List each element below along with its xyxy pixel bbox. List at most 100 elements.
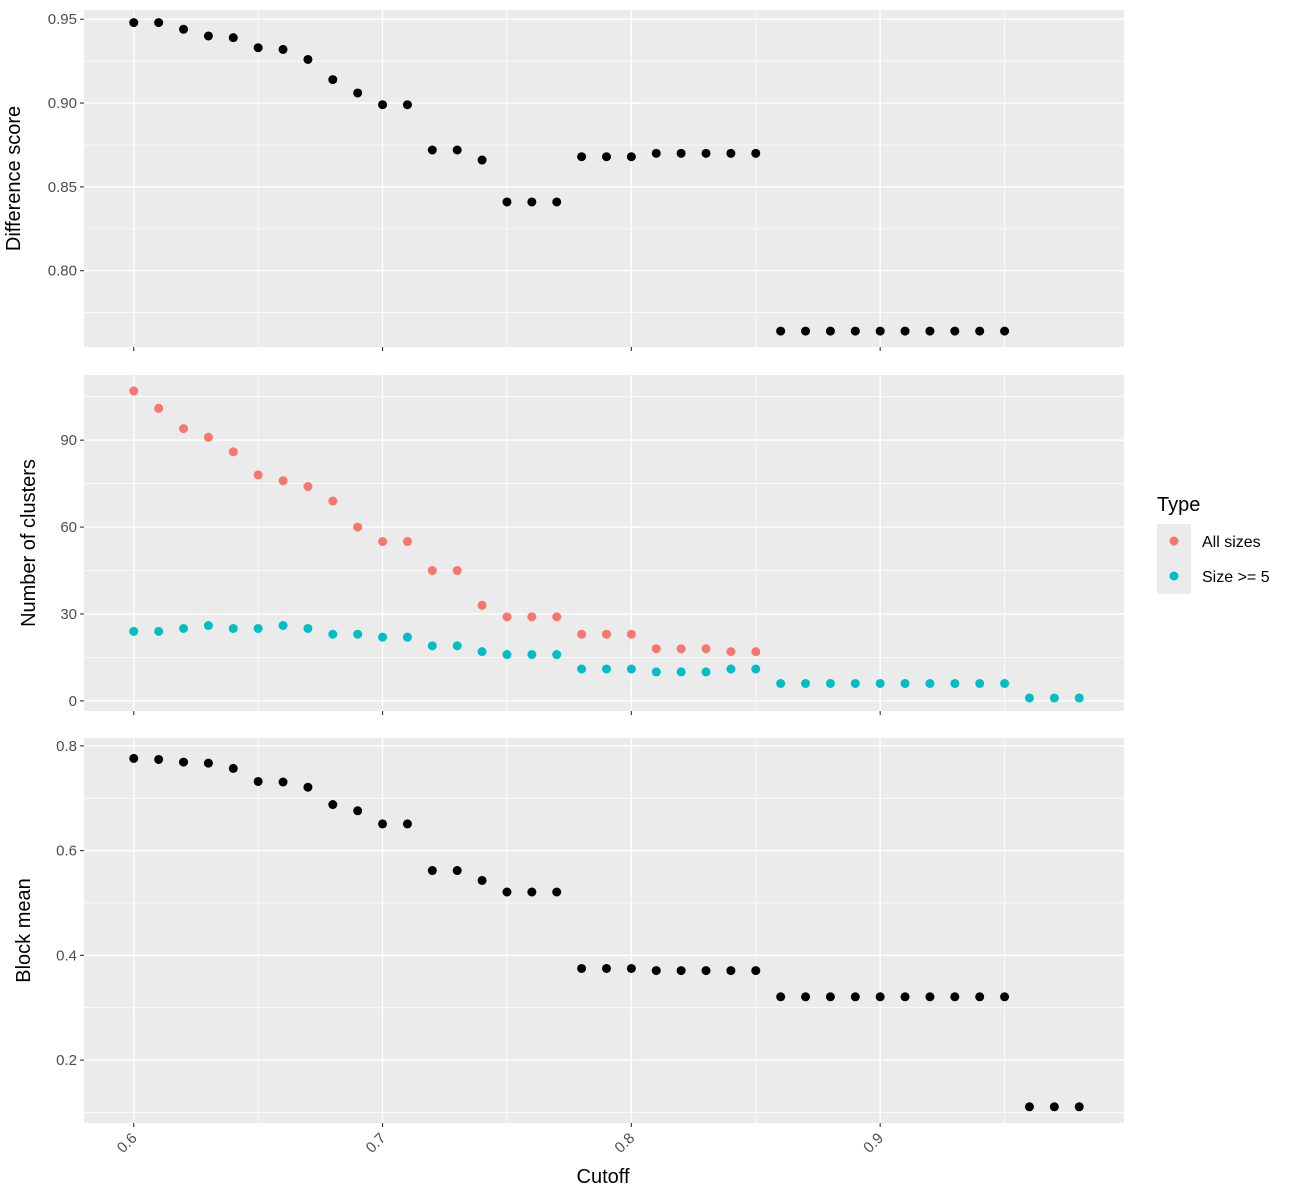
- data-point: [427, 641, 437, 651]
- data-point: [577, 629, 587, 639]
- data-point: [651, 148, 661, 158]
- y-tick-label: 0.90: [48, 95, 77, 112]
- data-point: [402, 537, 412, 547]
- data-point: [203, 31, 213, 41]
- data-point: [701, 148, 711, 158]
- data-point: [303, 623, 313, 633]
- data-point: [253, 43, 263, 53]
- data-point: [154, 403, 164, 413]
- data-point: [676, 667, 686, 677]
- data-point: [452, 866, 462, 876]
- data-point: [651, 966, 661, 976]
- data-point: [801, 992, 811, 1002]
- data-point: [427, 145, 437, 155]
- data-point: [601, 664, 611, 674]
- data-point: [502, 612, 512, 622]
- legend: Type All sizes Size >= 5: [1157, 494, 1270, 594]
- series-1: [129, 753, 1084, 1112]
- data-point: [228, 763, 238, 773]
- data-point: [278, 621, 288, 631]
- data-point: [726, 647, 736, 657]
- y-tick-label: 60: [60, 519, 77, 536]
- x-axis-title: Cutoff: [577, 1166, 630, 1188]
- data-point: [950, 326, 960, 336]
- data-point: [228, 33, 238, 43]
- data-point: [1000, 678, 1010, 688]
- data-point: [179, 623, 189, 633]
- y-tick-label: 0.80: [48, 263, 77, 280]
- data-point: [527, 650, 537, 660]
- data-point: [278, 476, 288, 486]
- data-point: [154, 626, 164, 636]
- data-point: [502, 887, 512, 897]
- data-point: [651, 667, 661, 677]
- y-tick-label: 0.4: [56, 947, 77, 964]
- data-point: [378, 100, 388, 110]
- series-all-sizes: [129, 386, 761, 657]
- y-tick-label: 0.95: [48, 11, 77, 28]
- data-point: [154, 18, 164, 28]
- data-point: [825, 992, 835, 1002]
- data-point: [975, 678, 985, 688]
- data-point: [626, 664, 636, 674]
- data-point: [925, 992, 935, 1002]
- panel-3: 0.2 0.4 0.6 0.8 Block mean: [13, 738, 1124, 1127]
- panel-background: [84, 738, 1124, 1123]
- data-point: [179, 424, 189, 434]
- data-point: [303, 782, 313, 792]
- data-point: [875, 326, 885, 336]
- data-point: [328, 75, 338, 85]
- data-point: [129, 18, 139, 28]
- data-point: [925, 326, 935, 336]
- data-point: [676, 148, 686, 158]
- data-point: [1024, 693, 1034, 703]
- data-point: [925, 678, 935, 688]
- data-point: [825, 678, 835, 688]
- legend-title: Type: [1157, 494, 1200, 516]
- data-point: [378, 537, 388, 547]
- data-point: [601, 629, 611, 639]
- data-point: [601, 963, 611, 973]
- data-point: [477, 875, 487, 885]
- data-point: [378, 819, 388, 829]
- data-point: [1024, 1102, 1034, 1112]
- data-point: [1000, 992, 1010, 1002]
- data-point: [825, 326, 835, 336]
- data-point: [552, 197, 562, 207]
- data-point: [527, 612, 537, 622]
- data-point: [626, 963, 636, 973]
- data-point: [427, 566, 437, 576]
- data-point: [801, 326, 811, 336]
- data-point: [552, 650, 562, 660]
- data-point: [626, 152, 636, 162]
- data-point: [751, 647, 761, 657]
- data-point: [203, 758, 213, 768]
- data-point: [452, 145, 462, 155]
- data-point: [875, 678, 885, 688]
- data-point: [228, 623, 238, 633]
- data-point: [751, 966, 761, 976]
- panel-2: 0 30 60 90 Number of clusters: [18, 375, 1124, 715]
- data-point: [402, 819, 412, 829]
- data-point: [626, 629, 636, 639]
- data-point: [477, 155, 487, 165]
- data-point: [527, 197, 537, 207]
- data-point: [975, 992, 985, 1002]
- data-point: [278, 44, 288, 54]
- data-point: [577, 664, 587, 674]
- data-point: [701, 667, 711, 677]
- y-tick-label: 0.8: [56, 738, 77, 755]
- data-point: [900, 678, 910, 688]
- data-point: [975, 326, 985, 336]
- data-point: [452, 641, 462, 651]
- legend-label-size-ge-5: Size >= 5: [1202, 569, 1270, 586]
- panel-background: [84, 375, 1124, 711]
- series-1: [129, 18, 1010, 336]
- data-point: [477, 600, 487, 610]
- data-point: [353, 88, 363, 98]
- legend-key-all-sizes: [1169, 536, 1179, 546]
- data-point: [701, 644, 711, 654]
- data-point: [850, 678, 860, 688]
- legend-key-size-ge-5: [1169, 571, 1179, 581]
